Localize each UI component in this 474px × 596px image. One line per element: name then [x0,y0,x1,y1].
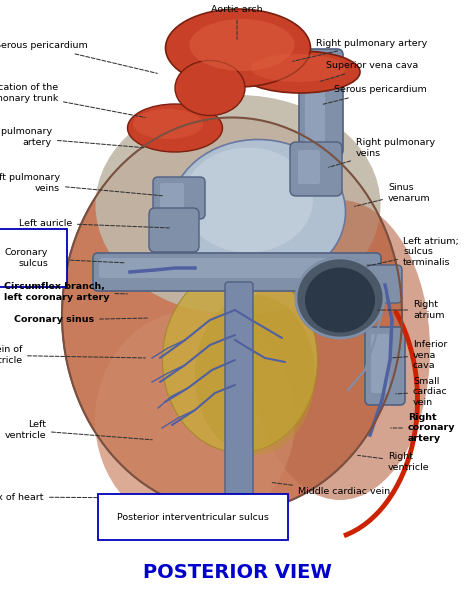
Text: Right pulmonary
veins: Right pulmonary veins [328,138,435,167]
Ellipse shape [305,268,375,333]
Text: Left auricle: Left auricle [19,219,169,228]
Ellipse shape [175,61,245,116]
Text: Inferior
vena
cava: Inferior vena cava [393,340,447,370]
Text: Serous pericardium: Serous pericardium [323,85,427,104]
FancyBboxPatch shape [99,258,345,278]
Text: Middle cardiac vein: Middle cardiac vein [271,482,390,496]
FancyBboxPatch shape [160,183,184,209]
Ellipse shape [171,139,346,284]
FancyBboxPatch shape [305,55,325,146]
Ellipse shape [183,147,313,253]
Text: Left
ventricle: Left ventricle [4,420,152,440]
FancyBboxPatch shape [290,142,342,196]
FancyBboxPatch shape [225,282,253,498]
Text: Posterior vein of
left ventricle: Posterior vein of left ventricle [0,345,145,365]
Text: Small
cardiac
vein: Small cardiac vein [396,377,448,407]
Ellipse shape [165,9,310,87]
Ellipse shape [240,51,360,93]
Text: Bifurcation of the
pulmonary trunk: Bifurcation of the pulmonary trunk [0,83,145,117]
Ellipse shape [128,104,222,152]
FancyBboxPatch shape [371,334,389,393]
Text: Apex of heart: Apex of heart [0,492,155,501]
Ellipse shape [296,258,384,338]
Ellipse shape [190,19,294,71]
Text: Right pulmonary artery: Right pulmonary artery [293,39,427,61]
Ellipse shape [250,54,346,82]
Text: POSTERIOR VIEW: POSTERIOR VIEW [143,563,331,582]
Text: Serous pericardium: Serous pericardium [0,42,157,73]
Text: Coronary
sulcus: Coronary sulcus [5,249,125,268]
FancyBboxPatch shape [298,150,320,184]
Ellipse shape [250,200,430,500]
Text: Right
atrium: Right atrium [378,300,445,319]
Text: Coronary sinus: Coronary sinus [14,315,147,324]
Text: Right
coronary
artery: Right coronary artery [391,413,456,443]
Ellipse shape [133,109,203,139]
Text: Posterior interventricular sulcus: Posterior interventricular sulcus [117,501,269,522]
FancyBboxPatch shape [299,49,343,156]
Text: Circumflex branch,
left coronary artery: Circumflex branch, left coronary artery [4,283,127,302]
FancyBboxPatch shape [149,208,199,252]
Ellipse shape [95,310,295,530]
Ellipse shape [95,95,381,315]
Text: Aortic arch: Aortic arch [211,5,263,39]
Ellipse shape [62,117,402,513]
FancyBboxPatch shape [365,327,405,405]
Text: Left atrium;
sulcus
terminalis: Left atrium; sulcus terminalis [366,237,459,267]
Text: Left pulmonary
artery: Left pulmonary artery [0,128,145,148]
Text: Right
ventricle: Right ventricle [358,452,429,471]
Text: Left pulmonary
veins: Left pulmonary veins [0,173,162,195]
FancyBboxPatch shape [350,265,402,303]
Ellipse shape [195,295,315,455]
FancyBboxPatch shape [153,177,205,219]
Ellipse shape [163,268,318,452]
FancyBboxPatch shape [93,253,381,291]
Text: Superior vena cava: Superior vena cava [321,61,418,81]
Text: Sinus
venarum: Sinus venarum [355,184,430,206]
